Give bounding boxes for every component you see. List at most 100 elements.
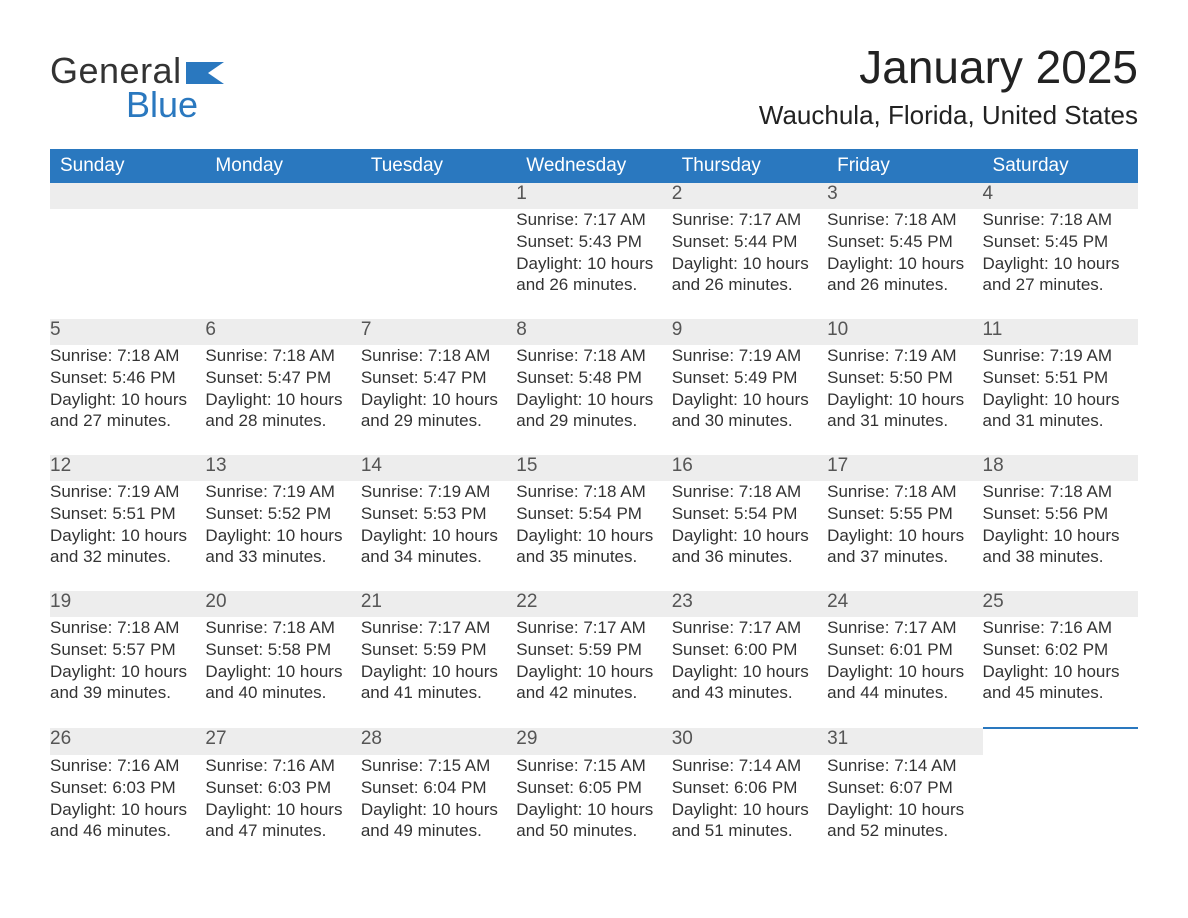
daylight-line: Daylight: 10 hours and 44 minutes.: [827, 661, 982, 705]
sunrise-line: Sunrise: 7:18 AM: [205, 617, 360, 639]
day-detail-cell: Sunrise: 7:17 AMSunset: 5:59 PMDaylight:…: [516, 617, 671, 728]
sunset-line: Sunset: 5:49 PM: [672, 367, 827, 389]
daylight-line: Daylight: 10 hours and 33 minutes.: [205, 525, 360, 569]
brand-logo: General Blue: [50, 50, 224, 126]
day-detail-cell: Sunrise: 7:17 AMSunset: 6:00 PMDaylight:…: [672, 617, 827, 728]
calendar-table: Sunday Monday Tuesday Wednesday Thursday…: [50, 149, 1138, 865]
daylight-line: Daylight: 10 hours and 36 minutes.: [672, 525, 827, 569]
sunset-line: Sunset: 5:52 PM: [205, 503, 360, 525]
day-detail-cell: Sunrise: 7:17 AMSunset: 5:59 PMDaylight:…: [361, 617, 516, 728]
sunset-line: Sunset: 5:51 PM: [983, 367, 1138, 389]
sunset-line: Sunset: 5:47 PM: [205, 367, 360, 389]
sunset-line: Sunset: 5:55 PM: [827, 503, 982, 525]
day-detail-cell: [983, 755, 1138, 865]
day-detail-cell: Sunrise: 7:18 AMSunset: 5:54 PMDaylight:…: [672, 481, 827, 591]
day-detail-row: Sunrise: 7:17 AMSunset: 5:43 PMDaylight:…: [50, 209, 1138, 319]
weekday-header: Sunday: [50, 149, 205, 183]
day-detail-cell: Sunrise: 7:19 AMSunset: 5:51 PMDaylight:…: [50, 481, 205, 591]
day-number-cell: [361, 183, 516, 209]
day-detail-cell: Sunrise: 7:14 AMSunset: 6:06 PMDaylight:…: [672, 755, 827, 865]
day-detail-cell: Sunrise: 7:18 AMSunset: 5:45 PMDaylight:…: [827, 209, 982, 319]
page-title: January 2025: [759, 40, 1138, 94]
day-detail-cell: Sunrise: 7:18 AMSunset: 5:54 PMDaylight:…: [516, 481, 671, 591]
day-detail-row: Sunrise: 7:19 AMSunset: 5:51 PMDaylight:…: [50, 481, 1138, 591]
daylight-line: Daylight: 10 hours and 41 minutes.: [361, 661, 516, 705]
daylight-line: Daylight: 10 hours and 40 minutes.: [205, 661, 360, 705]
daylight-line: Daylight: 10 hours and 34 minutes.: [361, 525, 516, 569]
day-detail-cell: Sunrise: 7:19 AMSunset: 5:50 PMDaylight:…: [827, 345, 982, 455]
day-detail-cell: Sunrise: 7:18 AMSunset: 5:47 PMDaylight:…: [361, 345, 516, 455]
sunset-line: Sunset: 5:59 PM: [361, 639, 516, 661]
sunrise-line: Sunrise: 7:18 AM: [361, 345, 516, 367]
day-detail-cell: Sunrise: 7:17 AMSunset: 6:01 PMDaylight:…: [827, 617, 982, 728]
day-detail-cell: Sunrise: 7:16 AMSunset: 6:02 PMDaylight:…: [983, 617, 1138, 728]
day-number-cell: 8: [516, 319, 671, 345]
brand-line2: Blue: [126, 84, 198, 126]
day-number-cell: 29: [516, 728, 671, 755]
daylight-line: Daylight: 10 hours and 46 minutes.: [50, 799, 205, 843]
day-detail-row: Sunrise: 7:18 AMSunset: 5:57 PMDaylight:…: [50, 617, 1138, 728]
day-number-cell: 1: [516, 183, 671, 209]
daylight-line: Daylight: 10 hours and 51 minutes.: [672, 799, 827, 843]
sunset-line: Sunset: 5:59 PM: [516, 639, 671, 661]
day-detail-cell: Sunrise: 7:18 AMSunset: 5:58 PMDaylight:…: [205, 617, 360, 728]
sunrise-line: Sunrise: 7:18 AM: [50, 617, 205, 639]
daylight-line: Daylight: 10 hours and 26 minutes.: [827, 253, 982, 297]
day-number-row: 12131415161718: [50, 455, 1138, 481]
sunrise-line: Sunrise: 7:18 AM: [672, 481, 827, 503]
sunset-line: Sunset: 5:57 PM: [50, 639, 205, 661]
day-detail-cell: Sunrise: 7:15 AMSunset: 6:04 PMDaylight:…: [361, 755, 516, 865]
day-detail-cell: [361, 209, 516, 319]
sunset-line: Sunset: 6:03 PM: [205, 777, 360, 799]
daylight-line: Daylight: 10 hours and 29 minutes.: [361, 389, 516, 433]
day-number-cell: 13: [205, 455, 360, 481]
day-detail-cell: Sunrise: 7:19 AMSunset: 5:51 PMDaylight:…: [983, 345, 1138, 455]
daylight-line: Daylight: 10 hours and 31 minutes.: [983, 389, 1138, 433]
day-number-row: 1234: [50, 183, 1138, 209]
sunrise-line: Sunrise: 7:17 AM: [361, 617, 516, 639]
day-number-cell: 15: [516, 455, 671, 481]
day-number-cell: 6: [205, 319, 360, 345]
day-number-cell: [50, 183, 205, 209]
day-number-cell: 24: [827, 591, 982, 617]
weekday-header: Saturday: [983, 149, 1138, 183]
weekday-header: Tuesday: [361, 149, 516, 183]
sunrise-line: Sunrise: 7:17 AM: [516, 209, 671, 231]
sunset-line: Sunset: 6:05 PM: [516, 777, 671, 799]
sunrise-line: Sunrise: 7:19 AM: [50, 481, 205, 503]
daylight-line: Daylight: 10 hours and 42 minutes.: [516, 661, 671, 705]
daylight-line: Daylight: 10 hours and 26 minutes.: [672, 253, 827, 297]
day-number-cell: 28: [361, 728, 516, 755]
day-number-cell: 4: [983, 183, 1138, 209]
sunrise-line: Sunrise: 7:16 AM: [983, 617, 1138, 639]
sunrise-line: Sunrise: 7:17 AM: [672, 617, 827, 639]
day-number-cell: 31: [827, 728, 982, 755]
day-detail-cell: Sunrise: 7:16 AMSunset: 6:03 PMDaylight:…: [205, 755, 360, 865]
sunset-line: Sunset: 5:47 PM: [361, 367, 516, 389]
sunset-line: Sunset: 5:45 PM: [983, 231, 1138, 253]
weekday-header-row: Sunday Monday Tuesday Wednesday Thursday…: [50, 149, 1138, 183]
day-detail-cell: Sunrise: 7:18 AMSunset: 5:55 PMDaylight:…: [827, 481, 982, 591]
sunset-line: Sunset: 5:45 PM: [827, 231, 982, 253]
daylight-line: Daylight: 10 hours and 29 minutes.: [516, 389, 671, 433]
day-detail-cell: Sunrise: 7:17 AMSunset: 5:43 PMDaylight:…: [516, 209, 671, 319]
daylight-line: Daylight: 10 hours and 35 minutes.: [516, 525, 671, 569]
sunset-line: Sunset: 6:07 PM: [827, 777, 982, 799]
sunrise-line: Sunrise: 7:19 AM: [672, 345, 827, 367]
day-number-cell: 11: [983, 319, 1138, 345]
sunrise-line: Sunrise: 7:16 AM: [205, 755, 360, 777]
day-number-cell: 16: [672, 455, 827, 481]
day-detail-cell: Sunrise: 7:18 AMSunset: 5:45 PMDaylight:…: [983, 209, 1138, 319]
day-detail-cell: Sunrise: 7:18 AMSunset: 5:57 PMDaylight:…: [50, 617, 205, 728]
sunset-line: Sunset: 6:00 PM: [672, 639, 827, 661]
daylight-line: Daylight: 10 hours and 27 minutes.: [983, 253, 1138, 297]
sunset-line: Sunset: 5:48 PM: [516, 367, 671, 389]
day-number-cell: 19: [50, 591, 205, 617]
day-detail-cell: Sunrise: 7:16 AMSunset: 6:03 PMDaylight:…: [50, 755, 205, 865]
flag-icon: [186, 62, 224, 84]
sunset-line: Sunset: 5:50 PM: [827, 367, 982, 389]
day-detail-row: Sunrise: 7:16 AMSunset: 6:03 PMDaylight:…: [50, 755, 1138, 865]
day-detail-cell: [205, 209, 360, 319]
daylight-line: Daylight: 10 hours and 38 minutes.: [983, 525, 1138, 569]
day-number-cell: 2: [672, 183, 827, 209]
